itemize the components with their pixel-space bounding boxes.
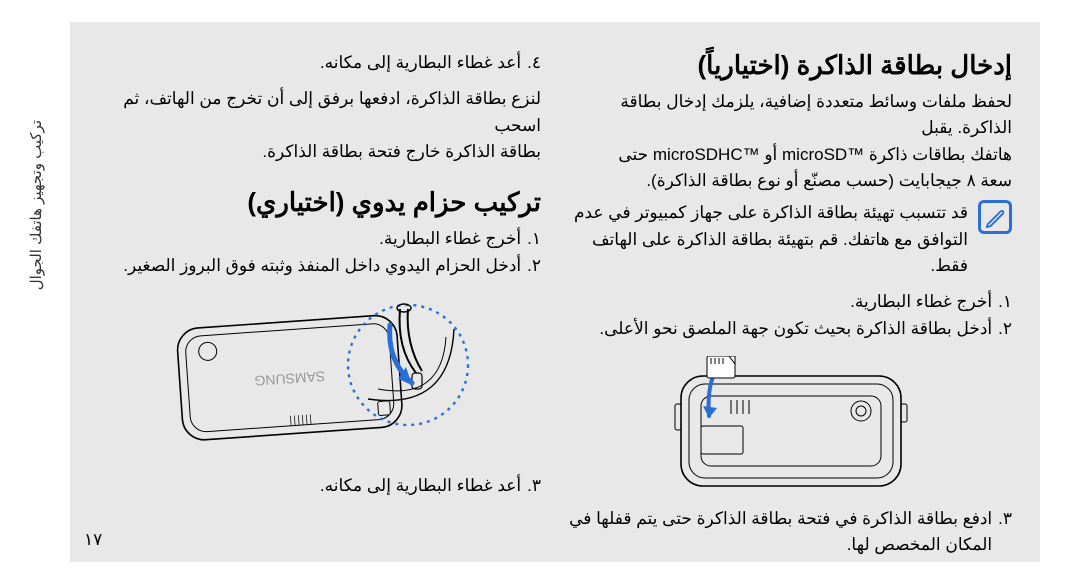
microsdhc-text: microSDHC™ — [653, 145, 760, 164]
note-icon — [978, 200, 1012, 234]
num-3: ٣. — [998, 506, 1012, 559]
right-step-3-text: ادفع بطاقة الذاكرة في فتحة بطاقة الذاكرة… — [569, 506, 992, 559]
page: إدخال بطاقة الذاكرة (اختيارياً) لحفظ ملف… — [70, 22, 1040, 562]
intro-line-2: هاتفك بطاقات ذاكرة microSD™ أو microSDHC… — [569, 142, 1012, 168]
device-svg-right — [661, 356, 921, 496]
right-step-2: ٢. أدخل بطاقة الذاكرة بحيث تكون جهة المل… — [569, 316, 1012, 342]
intro-2-mid: أو — [760, 145, 782, 164]
num-1: ١. — [998, 289, 1012, 315]
column-right: إدخال بطاقة الذاكرة (اختيارياً) لحفظ ملف… — [555, 50, 1012, 544]
intro-line-1: لحفظ ملفات وسائط متعددة إضافية، يلزمك إد… — [569, 89, 1012, 142]
left-step-4-text: أعد غطاء البطارية إلى مكانه. — [98, 50, 521, 76]
illustration-insert-card — [569, 356, 1012, 496]
left-step-3: ٣. أعد غطاء البطارية إلى مكانه. — [98, 473, 541, 499]
left-step-2-text: أدخل الحزام اليدوي داخل المنفذ وثبته فوق… — [98, 253, 521, 279]
note-text: قد تتسبب تهيئة بطاقة الذاكرة على جهاز كم… — [569, 200, 968, 279]
device-svg-left: SAMSUNG — [150, 293, 490, 463]
intro-2-post: حتى — [618, 145, 653, 164]
left-step-3-text: أعد غطاء البطارية إلى مكانه. — [98, 473, 521, 499]
num-4: ٤. — [527, 50, 541, 76]
heading-strap: تركيب حزام يدوي (اختياري) — [98, 187, 541, 218]
note-line-2: التوافق مع هاتفك. قم بتهيئة بطاقة الذاكر… — [569, 227, 968, 280]
num-2: ٢. — [998, 316, 1012, 342]
page-number: ١٧ — [84, 530, 102, 550]
s1-num: ١. — [527, 226, 541, 252]
note-box: قد تتسبب تهيئة بطاقة الذاكرة على جهاز كم… — [569, 200, 1012, 279]
left-step-1: ١. أخرج غطاء البطارية. — [98, 226, 541, 252]
right-step-1: ١. أخرج غطاء البطارية. — [569, 289, 1012, 315]
eject-line-1: لنزع بطاقة الذاكرة، ادفعها برفق إلى أن ت… — [98, 86, 541, 139]
illustration-strap: SAMSUNG — [98, 293, 541, 463]
intro-2-pre: هاتفك بطاقات ذاكرة — [864, 145, 1012, 164]
s3-num: ٣. — [527, 473, 541, 499]
s2-num: ٢. — [527, 253, 541, 279]
microsd-text: microSD™ — [782, 145, 864, 164]
left-step-2: ٢. أدخل الحزام اليدوي داخل المنفذ وثبته … — [98, 253, 541, 279]
note-line-1: قد تتسبب تهيئة بطاقة الذاكرة على جهاز كم… — [569, 200, 968, 226]
right-step-3: ٣. ادفع بطاقة الذاكرة في فتحة بطاقة الذا… — [569, 506, 1012, 559]
svg-text:SAMSUNG: SAMSUNG — [253, 368, 325, 389]
eject-line-2: بطاقة الذاكرة خارج فتحة بطاقة الذاكرة. — [98, 139, 541, 165]
side-tab: تركيب وتجهيز هاتفك الجوال — [28, 120, 46, 290]
right-step-1-text: أخرج غطاء البطارية. — [569, 289, 992, 315]
intro-line-3: سعة ٨ جيجابايت (حسب مصنّع أو نوع بطاقة ا… — [569, 168, 1012, 194]
left-step-1-text: أخرج غطاء البطارية. — [98, 226, 521, 252]
left-step-4: ٤. أعد غطاء البطارية إلى مكانه. — [98, 50, 541, 76]
column-left: ٤. أعد غطاء البطارية إلى مكانه. لنزع بطا… — [98, 50, 555, 544]
right-step-2-text: أدخل بطاقة الذاكرة بحيث تكون جهة الملصق … — [569, 316, 992, 342]
heading-insert-card: إدخال بطاقة الذاكرة (اختيارياً) — [569, 50, 1012, 81]
